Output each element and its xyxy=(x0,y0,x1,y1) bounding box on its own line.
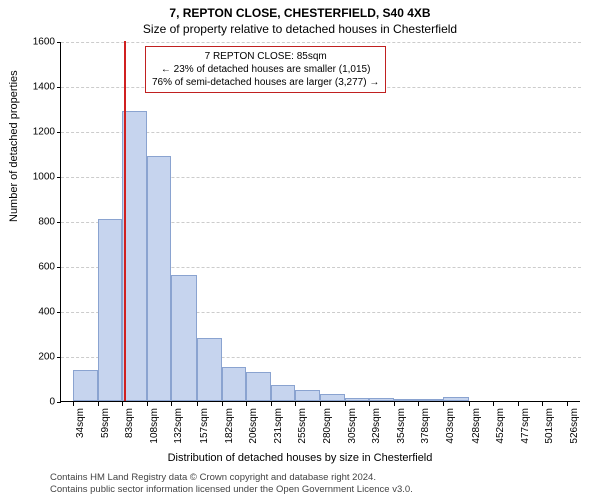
x-tick-mark xyxy=(147,402,148,406)
x-tick-mark xyxy=(246,402,247,406)
x-tick-mark xyxy=(469,402,470,406)
x-tick-mark xyxy=(443,402,444,406)
footer-line2: Contains public sector information licen… xyxy=(50,484,413,496)
x-tick-label: 403sqm xyxy=(445,408,456,444)
x-tick-mark xyxy=(98,402,99,406)
x-tick-label: 231sqm xyxy=(273,408,284,444)
chart-container: 7, REPTON CLOSE, CHESTERFIELD, S40 4XB S… xyxy=(0,0,600,500)
histogram-bar xyxy=(443,397,468,402)
y-tick-mark xyxy=(57,132,61,133)
y-tick-mark xyxy=(57,87,61,88)
x-tick-mark xyxy=(295,402,296,406)
x-tick-label: 354sqm xyxy=(396,408,407,444)
y-tick-mark xyxy=(57,267,61,268)
x-tick-mark xyxy=(222,402,223,406)
histogram-bar xyxy=(345,398,369,401)
chart-area: 7 REPTON CLOSE: 85sqm ← 23% of detached … xyxy=(60,42,580,402)
annotation-line2: ← 23% of detached houses are smaller (1,… xyxy=(152,63,379,76)
x-tick-mark xyxy=(271,402,272,406)
x-tick-label: 59sqm xyxy=(100,408,111,438)
histogram-bar xyxy=(418,399,443,401)
x-tick-label: 378sqm xyxy=(420,408,431,444)
y-tick-label: 1600 xyxy=(0,37,55,48)
chart-title-address: 7, REPTON CLOSE, CHESTERFIELD, S40 4XB xyxy=(0,0,600,20)
x-tick-label: 34sqm xyxy=(75,408,86,438)
x-axis-label: Distribution of detached houses by size … xyxy=(0,452,600,464)
x-tick-mark xyxy=(418,402,419,406)
histogram-bar xyxy=(320,394,345,401)
x-tick-mark xyxy=(542,402,543,406)
x-tick-label: 255sqm xyxy=(297,408,308,444)
x-tick-mark xyxy=(493,402,494,406)
x-tick-label: 452sqm xyxy=(495,408,506,444)
y-tick-mark xyxy=(57,402,61,403)
histogram-bar xyxy=(98,219,122,401)
x-tick-label: 182sqm xyxy=(224,408,235,444)
x-tick-label: 501sqm xyxy=(544,408,555,444)
y-tick-mark xyxy=(57,42,61,43)
y-tick-label: 600 xyxy=(0,262,55,273)
histogram-bar xyxy=(197,338,222,401)
y-axis-label: Number of detached properties xyxy=(8,70,20,222)
x-tick-label: 157sqm xyxy=(199,408,210,444)
x-tick-mark xyxy=(320,402,321,406)
footer-line1: Contains HM Land Registry data © Crown c… xyxy=(50,472,413,484)
grid-line xyxy=(61,42,581,43)
y-tick-label: 1000 xyxy=(0,172,55,183)
histogram-bar xyxy=(73,370,98,402)
property-marker-line xyxy=(124,41,126,401)
histogram-bar xyxy=(246,372,271,401)
x-tick-label: 477sqm xyxy=(520,408,531,444)
histogram-bar xyxy=(222,367,246,401)
x-tick-mark xyxy=(122,402,123,406)
x-tick-mark xyxy=(345,402,346,406)
y-tick-mark xyxy=(57,357,61,358)
x-tick-mark xyxy=(73,402,74,406)
x-tick-mark xyxy=(394,402,395,406)
y-tick-label: 1200 xyxy=(0,127,55,138)
y-tick-mark xyxy=(57,177,61,178)
x-tick-mark xyxy=(197,402,198,406)
x-tick-label: 428sqm xyxy=(471,408,482,444)
x-tick-label: 305sqm xyxy=(347,408,358,444)
x-tick-label: 108sqm xyxy=(149,408,160,444)
y-tick-label: 0 xyxy=(0,397,55,408)
y-tick-label: 800 xyxy=(0,217,55,228)
y-tick-label: 400 xyxy=(0,307,55,318)
y-tick-mark xyxy=(57,312,61,313)
x-tick-mark xyxy=(518,402,519,406)
y-tick-label: 200 xyxy=(0,352,55,363)
x-tick-mark xyxy=(567,402,568,406)
y-tick-mark xyxy=(57,222,61,223)
x-tick-label: 132sqm xyxy=(173,408,184,444)
plot-region xyxy=(60,42,580,402)
y-tick-label: 1400 xyxy=(0,82,55,93)
x-tick-label: 329sqm xyxy=(371,408,382,444)
chart-title-description: Size of property relative to detached ho… xyxy=(0,20,600,36)
annotation-line3: 76% of semi-detached houses are larger (… xyxy=(152,76,379,89)
histogram-bar xyxy=(295,390,320,401)
histogram-bar xyxy=(394,399,418,401)
histogram-bar xyxy=(147,156,171,401)
x-tick-label: 206sqm xyxy=(248,408,259,444)
histogram-bar xyxy=(369,398,394,401)
x-tick-label: 526sqm xyxy=(569,408,580,444)
annotation-box: 7 REPTON CLOSE: 85sqm ← 23% of detached … xyxy=(145,46,386,93)
x-tick-label: 83sqm xyxy=(124,408,135,438)
footer-attribution: Contains HM Land Registry data © Crown c… xyxy=(50,472,413,496)
histogram-bar xyxy=(171,275,196,401)
annotation-line1: 7 REPTON CLOSE: 85sqm xyxy=(152,50,379,63)
x-tick-mark xyxy=(171,402,172,406)
x-tick-label: 280sqm xyxy=(322,408,333,444)
x-tick-mark xyxy=(369,402,370,406)
histogram-bar xyxy=(271,385,295,401)
